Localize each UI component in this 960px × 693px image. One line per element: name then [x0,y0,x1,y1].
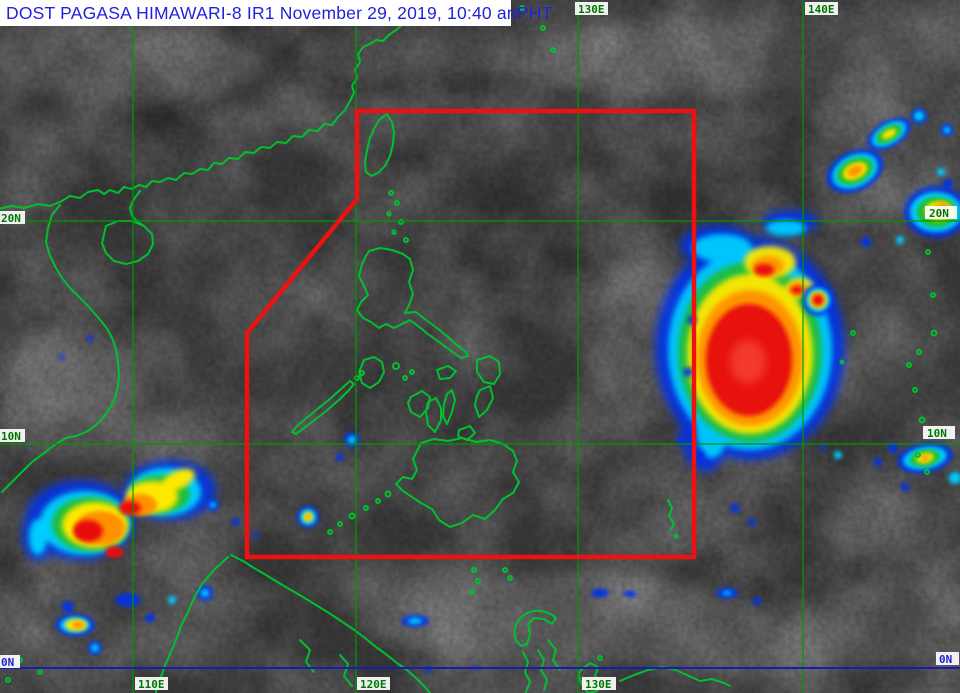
grid-label-20n-right: 20N [925,206,957,220]
svg-text:130E: 130E [585,678,612,691]
grid-label-0n-left: 0N [0,655,20,669]
svg-text:10N: 10N [1,430,21,443]
coastline-borneo-nw [155,556,229,693]
coastline-marianas-specks [839,249,938,475]
coastline-palau [667,499,675,531]
svg-text:120E: 120E [360,678,387,691]
coastline-mindanao [395,437,520,528]
typhoon-cloud-cluster [655,210,845,526]
svg-text:0N: 0N [939,653,952,666]
storm-cluster-southwest [22,432,360,655]
svg-text:130E: 130E [578,3,605,16]
coastline-negros [425,397,442,433]
title-banner: DOST PAGASA HIMAWARI-8 IR1 November 29, … [0,0,553,26]
grid-label-130e-bottom: 130E [582,677,616,691]
coastline-luzon [356,247,469,359]
grid-label-130e-top: 130E [575,2,608,16]
coastline-gulf-tonkin [45,204,63,279]
coastline-bohol [457,425,476,441]
coastline-masbate [436,365,457,380]
coastline-palawan [291,380,355,435]
svg-text:20N: 20N [1,212,21,225]
coastline-taiwan [364,113,395,177]
storm-specks-south [59,335,761,673]
coastline-leyte [474,385,494,418]
svg-text:0N: 0N [1,656,14,669]
storm-cluster-east [820,442,960,491]
timezone-label: PHT [517,3,553,23]
coastline-vietnam [1,277,120,493]
grid-label-0n-right: 0N [936,652,959,666]
coastline-new-guinea [619,666,731,687]
svg-text:110E: 110E [138,678,165,691]
coastline-batanes-specks [386,190,409,243]
title-text: DOST PAGASA HIMAWARI-8 IR1 November 29, … [6,3,522,23]
grid-label-10n-left: 10N [0,429,25,443]
par-boundary [244,108,697,560]
coastline-samar [476,355,501,385]
svg-text:20N: 20N [929,207,949,220]
borneo-river-2 [339,654,353,687]
svg-text:140E: 140E [808,3,835,16]
coastline-cebu [442,389,456,425]
coastline-mindoro [358,356,385,389]
grid-label-110e-bottom: 110E [135,677,168,691]
grid-label-120e-bottom: 120E [357,677,390,691]
svg-text:10N: 10N [927,427,947,440]
coastline-sulawesi [513,609,557,647]
grid-label-140e-top: 140E [805,2,838,16]
coastlines [0,0,938,693]
grid-label-10n-right: 10N [923,426,955,440]
coastline-borneo-ne [230,554,431,693]
coastline-leizhou [129,190,145,227]
grid-label-20n-left: 20N [0,211,25,225]
coastline-china [0,0,457,210]
coastline-panay [407,390,431,418]
